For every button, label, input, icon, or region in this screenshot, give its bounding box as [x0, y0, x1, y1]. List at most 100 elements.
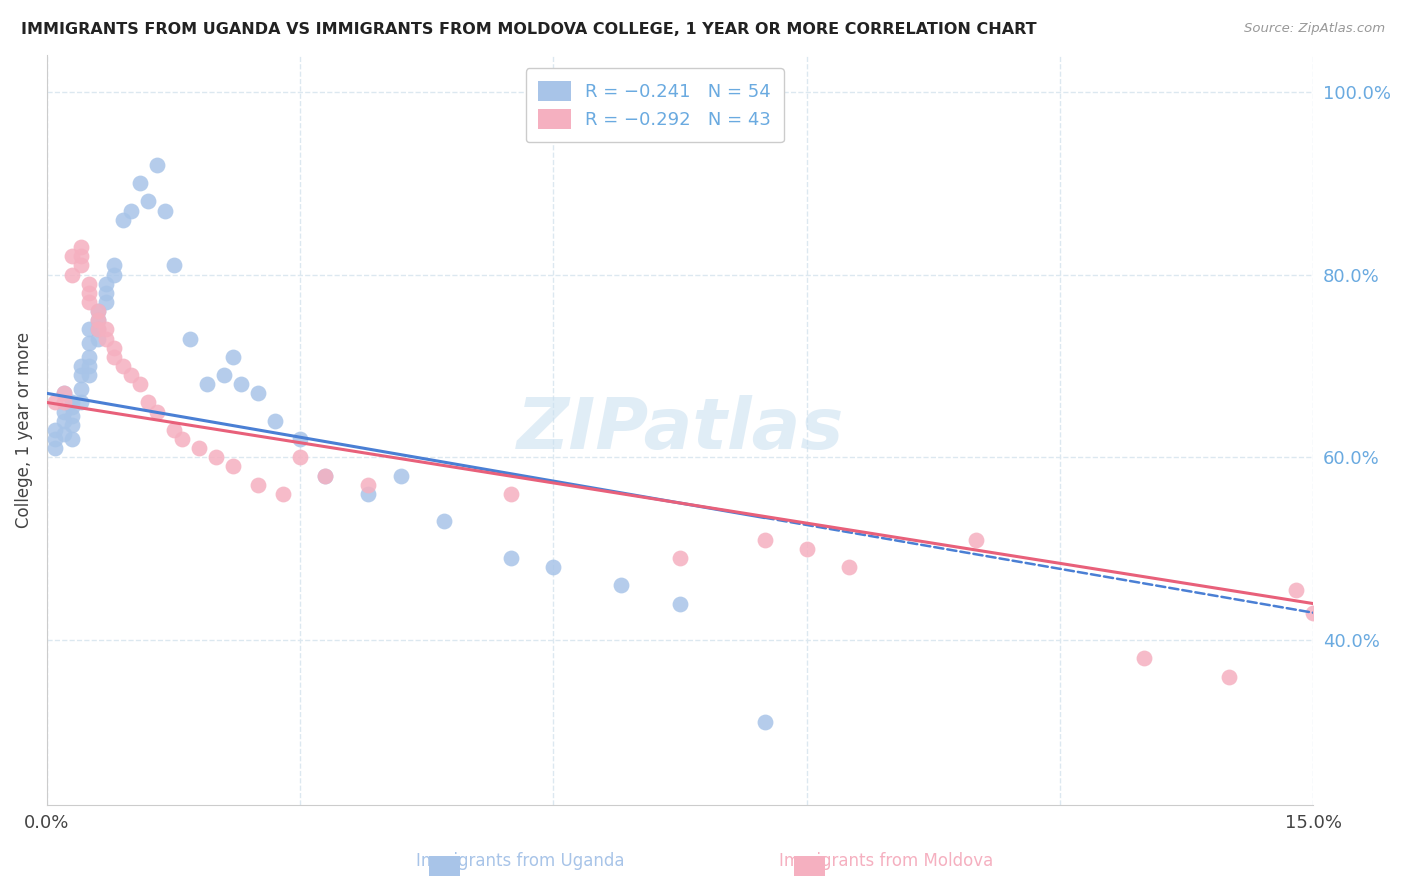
Point [391, 468, 413, 483]
Point [263, 414, 285, 428]
Point [69, 240, 91, 254]
Point [44, 441, 66, 455]
Point [111, 212, 134, 227]
Point [120, 368, 142, 382]
Point [52, 427, 75, 442]
Point [86, 322, 108, 336]
Point [204, 450, 226, 465]
Point [1218, 670, 1240, 684]
Point [94, 294, 117, 309]
Point [86, 313, 108, 327]
Point [60, 395, 83, 409]
Point [170, 432, 193, 446]
Text: Immigrants from Moldova: Immigrants from Moldova [779, 852, 993, 870]
Point [44, 395, 66, 409]
Point [120, 203, 142, 218]
Point [103, 268, 125, 282]
Point [288, 450, 311, 465]
Point [162, 423, 184, 437]
Point [433, 514, 456, 528]
Point [315, 468, 337, 483]
Point [145, 158, 167, 172]
Point [195, 377, 218, 392]
Point [162, 259, 184, 273]
Point [94, 285, 117, 300]
Point [229, 377, 252, 392]
Point [69, 395, 91, 409]
Point [128, 377, 150, 392]
Point [1285, 582, 1308, 597]
Point [44, 432, 66, 446]
Point [136, 395, 159, 409]
Point [77, 285, 100, 300]
Point [94, 277, 117, 291]
Point [86, 322, 108, 336]
Point [246, 386, 269, 401]
Point [77, 368, 100, 382]
Y-axis label: College, 1 year or more: College, 1 year or more [15, 332, 32, 528]
Legend: R = −0.241   N = 54, R = −0.292   N = 43: R = −0.241 N = 54, R = −0.292 N = 43 [526, 68, 783, 142]
Point [103, 341, 125, 355]
Point [60, 400, 83, 414]
Point [52, 404, 75, 418]
Point [246, 477, 269, 491]
Point [610, 578, 633, 592]
Point [128, 176, 150, 190]
Point [754, 533, 776, 547]
Point [501, 550, 523, 565]
Point [77, 336, 100, 351]
Point [77, 322, 100, 336]
Point [44, 423, 66, 437]
Point [221, 350, 243, 364]
Point [94, 322, 117, 336]
Point [69, 359, 91, 373]
Text: Source: ZipAtlas.com: Source: ZipAtlas.com [1244, 22, 1385, 36]
Text: IMMIGRANTS FROM UGANDA VS IMMIGRANTS FROM MOLDOVA COLLEGE, 1 YEAR OR MORE CORREL: IMMIGRANTS FROM UGANDA VS IMMIGRANTS FRO… [21, 22, 1036, 37]
Point [271, 487, 294, 501]
Point [86, 313, 108, 327]
Point [212, 368, 235, 382]
Point [1302, 606, 1324, 620]
Text: Immigrants from Uganda: Immigrants from Uganda [416, 852, 624, 870]
Point [1133, 651, 1156, 665]
Point [153, 203, 176, 218]
Point [669, 550, 692, 565]
Point [965, 533, 987, 547]
Point [86, 331, 108, 345]
Point [69, 368, 91, 382]
Point [77, 277, 100, 291]
Point [145, 404, 167, 418]
Point [60, 268, 83, 282]
Point [86, 304, 108, 318]
Point [103, 350, 125, 364]
Point [77, 350, 100, 364]
Point [52, 395, 75, 409]
Point [52, 386, 75, 401]
Text: ZIPatlas: ZIPatlas [516, 395, 844, 465]
Point [315, 468, 337, 483]
Point [77, 294, 100, 309]
Point [357, 477, 380, 491]
Point [111, 359, 134, 373]
Point [136, 194, 159, 209]
Point [221, 459, 243, 474]
Point [754, 715, 776, 730]
Point [187, 441, 209, 455]
Point [60, 418, 83, 433]
Point [501, 487, 523, 501]
Point [60, 249, 83, 263]
Point [796, 541, 818, 556]
Point [60, 409, 83, 424]
Point [179, 331, 201, 345]
Point [52, 386, 75, 401]
Point [69, 382, 91, 396]
Point [69, 259, 91, 273]
Point [60, 432, 83, 446]
Point [669, 597, 692, 611]
Point [288, 432, 311, 446]
Point [77, 359, 100, 373]
Point [103, 259, 125, 273]
Point [69, 249, 91, 263]
Point [52, 414, 75, 428]
Point [357, 487, 380, 501]
